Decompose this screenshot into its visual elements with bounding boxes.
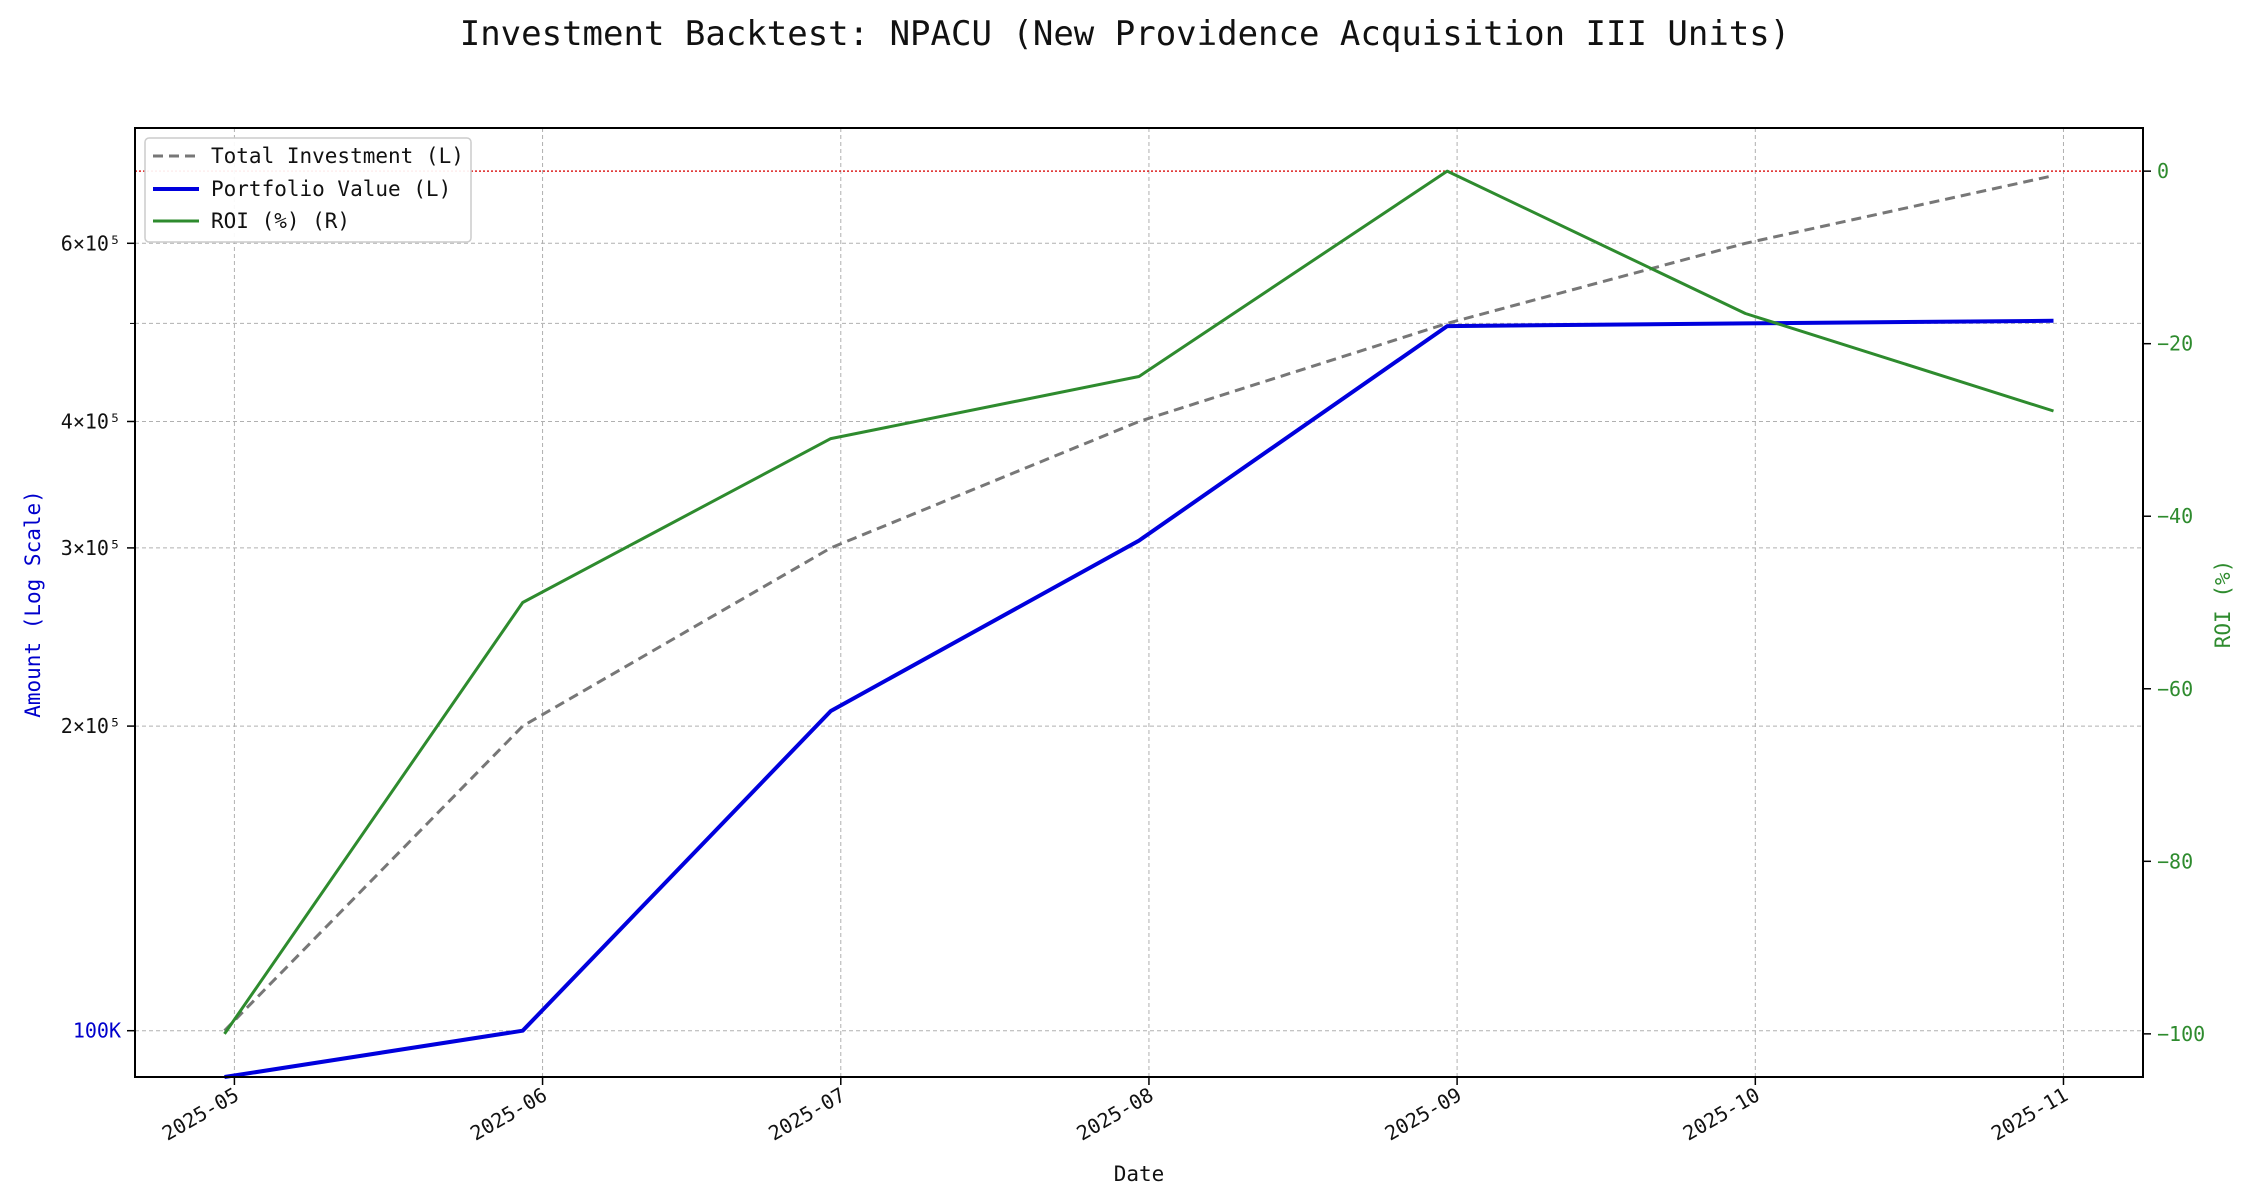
- x-axis-label: Date: [1114, 1162, 1165, 1186]
- x-tick-label: 2025-10: [1679, 1083, 1764, 1146]
- y-left-tick-label: 3×10⁵: [61, 536, 121, 560]
- y-axis-right-label: ROI (%): [2211, 560, 2235, 649]
- y-left-tick-label: 4×10⁵: [61, 409, 121, 433]
- series-layer: [223, 169, 2054, 1079]
- y-left-tick-label: 6×10⁵: [61, 231, 121, 255]
- total-investment-line: [223, 174, 2054, 1032]
- plot-frame: [134, 127, 2144, 1078]
- x-tick-label: 2025-07: [764, 1083, 849, 1146]
- y-right-tick-label: −60: [2157, 677, 2193, 701]
- y-right-tick-label: −40: [2157, 504, 2193, 528]
- x-axis-ticks: 2025-05 2025-06 2025-07 2025-08 2025-09 2025-…: [158, 1077, 2072, 1145]
- y-axis-right-ticks: 0 −20 −40 −60 −80 −100: [2143, 159, 2205, 1046]
- x-tick-label: 2025-06: [466, 1083, 551, 1146]
- y-left-tick-label: 2×10⁵: [61, 714, 121, 738]
- grid: [135, 128, 2143, 1077]
- legend-label-portfolio-value: Portfolio Value (L): [211, 177, 451, 201]
- legend-label-roi: ROI (%) (R): [211, 209, 350, 233]
- roi-line: [223, 169, 2054, 1035]
- y-left-tick-label: 100K: [73, 1019, 121, 1043]
- x-tick-label: 2025-05: [158, 1083, 243, 1146]
- y-right-tick-label: −100: [2157, 1022, 2205, 1046]
- x-tick-label: 2025-11: [1987, 1083, 2072, 1146]
- chart-title: Investment Backtest: NPACU (New Providen…: [459, 14, 1791, 54]
- y-right-tick-label: −80: [2157, 849, 2193, 873]
- y-right-tick-label: −20: [2157, 332, 2193, 356]
- y-right-tick-label: 0: [2157, 159, 2169, 183]
- legend: Total Investment (L) Portfolio Value (L)…: [144, 137, 472, 243]
- y-axis-left-label: Amount (Log Scale): [21, 490, 45, 718]
- portfolio-value-line: [224, 318, 2054, 1079]
- x-tick-label: 2025-08: [1072, 1083, 1157, 1146]
- legend-box: [144, 137, 472, 243]
- legend-label-total-investment: Total Investment (L): [211, 144, 464, 168]
- y-axis-left-ticks: 100K 2×10⁵ 3×10⁵ 4×10⁵ 6×10⁵: [61, 231, 135, 1043]
- x-tick-label: 2025-09: [1381, 1083, 1466, 1146]
